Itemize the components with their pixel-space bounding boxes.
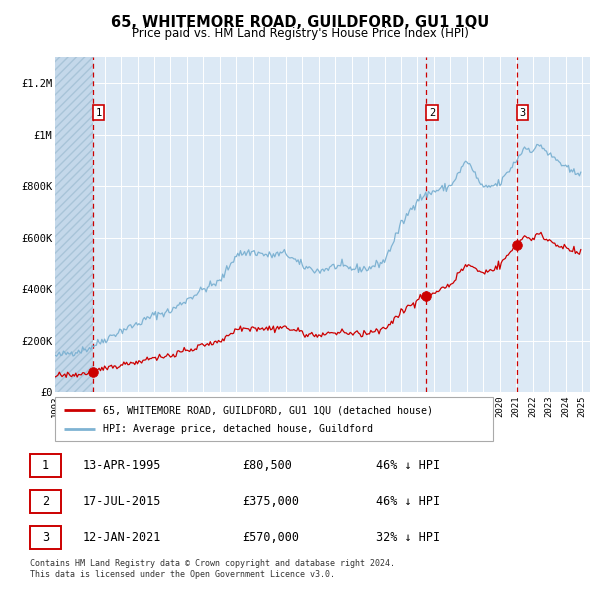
Text: 65, WHITEMORE ROAD, GUILDFORD, GU1 1QU (detached house): 65, WHITEMORE ROAD, GUILDFORD, GU1 1QU (…: [103, 405, 433, 415]
Bar: [55, 57, 93, 392]
Text: 13-APR-1995: 13-APR-1995: [83, 459, 161, 472]
Text: Price paid vs. HM Land Registry's House Price Index (HPI): Price paid vs. HM Land Registry's House …: [131, 27, 469, 40]
Text: 46% ↓ HPI: 46% ↓ HPI: [376, 495, 440, 508]
FancyBboxPatch shape: [55, 397, 493, 441]
FancyBboxPatch shape: [30, 490, 61, 513]
FancyBboxPatch shape: [30, 454, 61, 477]
Text: 32% ↓ HPI: 32% ↓ HPI: [376, 531, 440, 544]
Text: 65, WHITEMORE ROAD, GUILDFORD, GU1 1QU: 65, WHITEMORE ROAD, GUILDFORD, GU1 1QU: [111, 15, 489, 30]
Text: 46% ↓ HPI: 46% ↓ HPI: [376, 459, 440, 472]
Text: 1: 1: [95, 107, 101, 117]
Text: 12-JAN-2021: 12-JAN-2021: [83, 531, 161, 544]
Text: 17-JUL-2015: 17-JUL-2015: [83, 495, 161, 508]
Text: 2: 2: [429, 107, 435, 117]
Text: This data is licensed under the Open Government Licence v3.0.: This data is licensed under the Open Gov…: [30, 571, 335, 579]
Text: Contains HM Land Registry data © Crown copyright and database right 2024.: Contains HM Land Registry data © Crown c…: [30, 559, 395, 568]
Text: 2: 2: [42, 495, 49, 508]
Text: 3: 3: [520, 107, 526, 117]
Text: £80,500: £80,500: [242, 459, 292, 472]
Text: HPI: Average price, detached house, Guildford: HPI: Average price, detached house, Guil…: [103, 424, 373, 434]
Text: 3: 3: [42, 531, 49, 544]
Text: £375,000: £375,000: [242, 495, 299, 508]
Text: £570,000: £570,000: [242, 531, 299, 544]
FancyBboxPatch shape: [30, 526, 61, 549]
Text: 1: 1: [42, 459, 49, 472]
